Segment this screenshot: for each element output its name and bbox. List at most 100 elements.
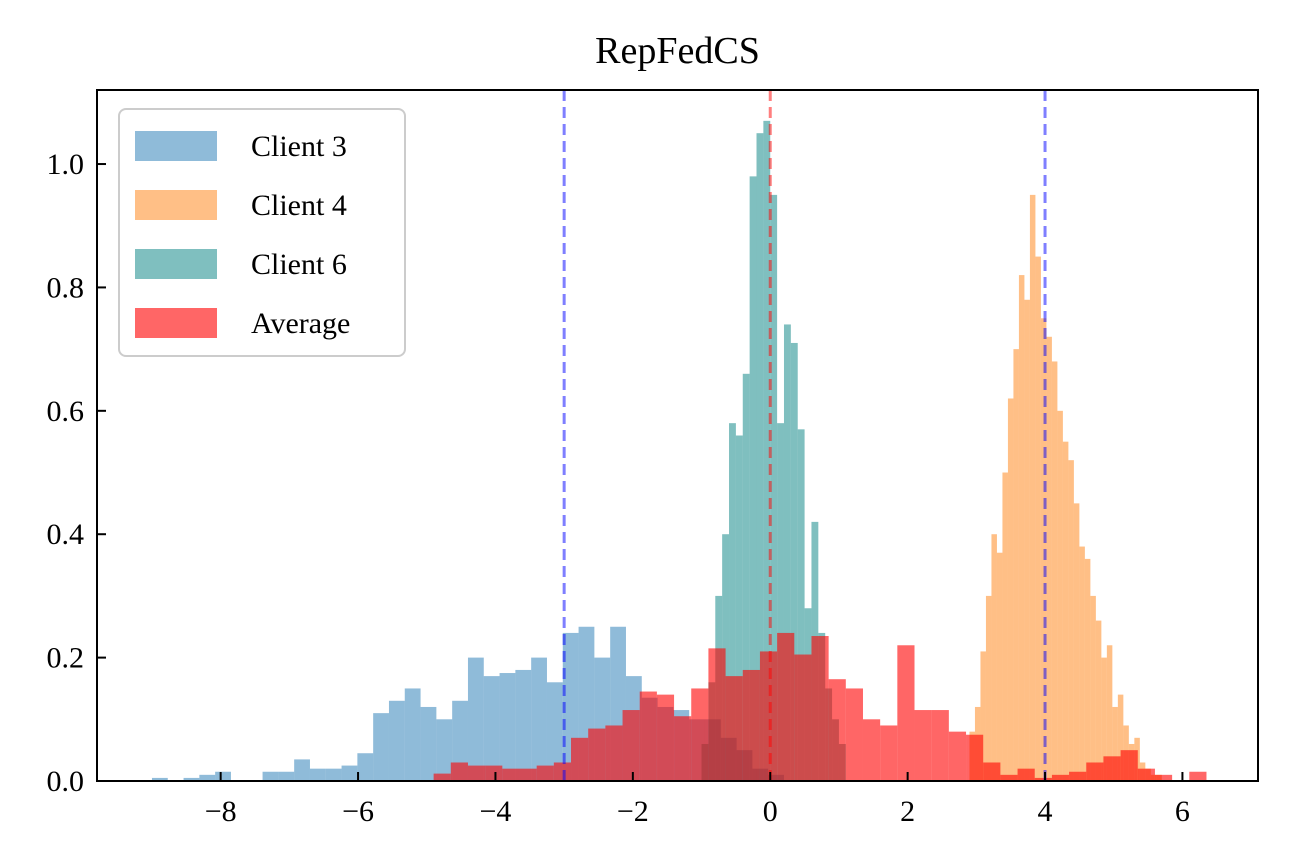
histogram-bar <box>1112 706 1118 781</box>
histogram-bar <box>1000 774 1018 781</box>
histogram-bar <box>1095 620 1102 781</box>
legend-label: Client 3 <box>251 130 347 163</box>
histogram-bar <box>373 713 389 781</box>
series-client-4 <box>969 194 1162 782</box>
histogram-bar <box>1079 546 1085 781</box>
histogram-bar <box>790 342 798 781</box>
histogram-bar <box>1046 336 1052 781</box>
legend-entry: Average <box>135 307 350 340</box>
histogram-bar <box>794 654 812 781</box>
histogram-bar <box>1101 657 1107 781</box>
y-tick-label: 0.4 <box>47 518 85 551</box>
histogram-bar <box>1137 768 1155 781</box>
legend-frame <box>118 108 406 357</box>
histogram-bar <box>1117 694 1124 781</box>
histogram-bar <box>622 710 640 781</box>
histogram-bar <box>931 710 949 781</box>
histogram-bar <box>483 676 500 781</box>
histogram-bar <box>1069 771 1087 781</box>
x-tick-label: −6 <box>342 795 374 828</box>
histogram-bar <box>1086 762 1104 781</box>
histogram-bar <box>828 679 846 781</box>
x-tick-label: 2 <box>900 795 915 828</box>
histogram-bar <box>708 648 726 781</box>
x-tick-label: −8 <box>205 795 237 828</box>
histogram-bar <box>1106 645 1113 781</box>
x-tick-label: 6 <box>1175 795 1190 828</box>
histogram-bar <box>811 636 829 781</box>
y-axis: 0.0 0.2 0.4 0.6 0.8 1.0 <box>47 148 106 798</box>
histogram-bar <box>278 771 295 781</box>
histogram-bar <box>199 774 216 781</box>
histogram-bar <box>783 324 791 781</box>
y-tick-label: 0.6 <box>47 395 85 428</box>
legend-swatch <box>135 249 217 279</box>
plot-frame <box>96 89 1259 782</box>
histogram-bar <box>1035 256 1041 782</box>
histogram-bar <box>674 716 692 781</box>
histogram-bar <box>1068 460 1074 781</box>
histogram-bar <box>588 728 606 781</box>
histogram-bar <box>485 765 503 781</box>
histogram-bar <box>536 765 554 781</box>
histogram-bar <box>914 710 932 781</box>
histogram-bar <box>1090 595 1096 781</box>
histogram-bar <box>980 651 986 781</box>
histogram-bar <box>966 734 984 781</box>
histogram-bar <box>1018 275 1025 781</box>
histogram-bar <box>325 768 342 781</box>
histogram-bar <box>770 194 778 782</box>
series-average <box>433 632 1207 781</box>
histogram-bar <box>1120 750 1138 781</box>
legend-label: Client 6 <box>251 248 347 281</box>
legend-items: Client 3 Client 4 Client 6 Average <box>135 130 350 340</box>
histogram-bar <box>262 771 279 781</box>
legend-swatch <box>135 131 217 161</box>
histogram-bar <box>546 682 563 781</box>
histogram-bar <box>531 657 547 781</box>
histogram-bar <box>183 777 200 781</box>
histogram-bar <box>742 373 750 781</box>
histogram-bar <box>862 719 881 781</box>
legend-label: Average <box>251 307 350 340</box>
histogram-bar <box>1024 299 1030 781</box>
y-tick-label: 0.0 <box>47 765 85 798</box>
legend-swatch <box>135 308 217 338</box>
histogram-bar <box>777 632 795 781</box>
histogram-bar <box>404 688 421 781</box>
histogram-bar <box>742 669 760 781</box>
histogram-bar <box>1062 441 1069 781</box>
histogram-bar <box>294 759 310 781</box>
histogram-bar <box>605 725 623 781</box>
histogram-bar <box>499 673 516 781</box>
mean-lines-layer <box>562 90 1047 781</box>
legend-entry: Client 3 <box>135 130 347 163</box>
histogram-bar <box>691 688 709 781</box>
histogram-bar <box>309 768 326 781</box>
histogram-bar <box>725 676 743 781</box>
histogram-bar <box>845 688 863 781</box>
histogram-bar <box>502 768 520 781</box>
histogram-bar <box>1029 194 1036 782</box>
histogram-bar <box>1084 558 1091 781</box>
histogram-bar <box>759 651 778 781</box>
legend-entry: Client 6 <box>135 248 347 281</box>
histogram-bar <box>749 176 757 781</box>
histogram-bar <box>357 753 374 781</box>
histogram-bar <box>1154 774 1173 781</box>
histogram-bar <box>1017 768 1035 781</box>
histogram-bar <box>1051 361 1058 781</box>
histogram-bar <box>215 771 231 781</box>
histogram-bar <box>985 595 992 781</box>
histogram-bar <box>1013 349 1019 781</box>
legend-entry: Client 4 <box>135 189 347 222</box>
histogram-bar <box>735 435 743 781</box>
histogram-bar <box>1103 756 1121 781</box>
histogram-bar <box>515 669 532 781</box>
histogram-bar <box>519 768 537 781</box>
histogram-bar <box>756 133 764 781</box>
legend-swatch <box>135 190 217 220</box>
histogram-bar <box>452 700 468 781</box>
histogram-bar <box>571 737 589 781</box>
